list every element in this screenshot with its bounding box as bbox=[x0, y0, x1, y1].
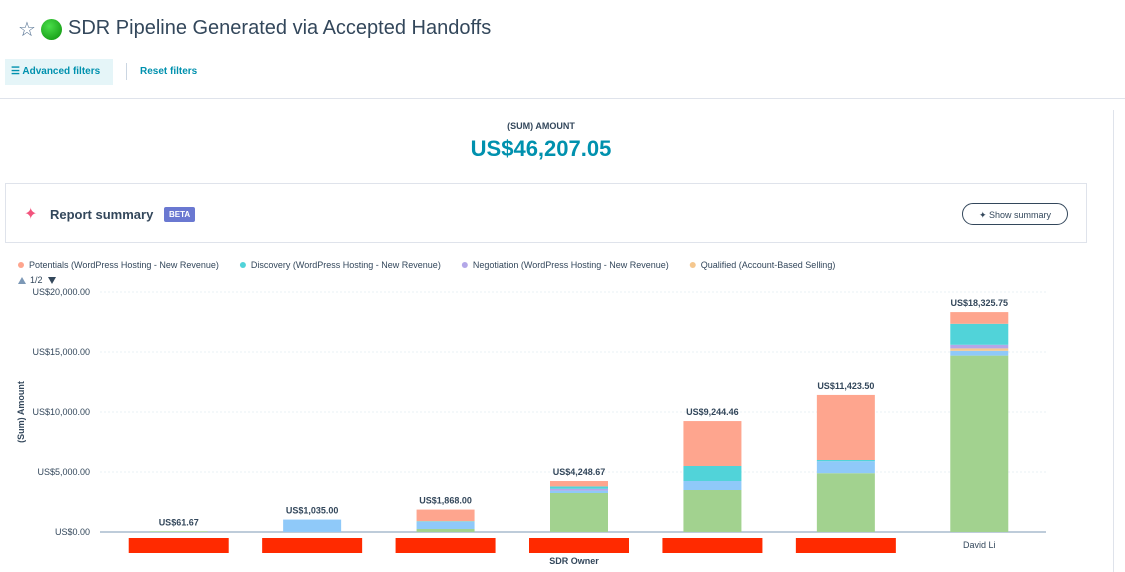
report-title: SDR Pipeline Generated via Accepted Hand… bbox=[68, 17, 492, 39]
legend-label: Qualified (Account-Based Selling) bbox=[701, 260, 836, 270]
total-label: US$9,244.46 bbox=[686, 407, 739, 417]
kpi-label: (SUM) AMOUNT bbox=[507, 121, 575, 131]
redaction bbox=[795, 538, 896, 553]
sparkle-icon: ✦ bbox=[24, 206, 38, 223]
redaction bbox=[262, 538, 363, 553]
bar-segment bbox=[416, 521, 475, 522]
total-label: US$11,423.50 bbox=[817, 381, 874, 391]
favorite-star[interactable]: ☆ bbox=[18, 19, 36, 41]
bar-segment bbox=[683, 490, 742, 532]
bar-segment bbox=[816, 461, 875, 474]
bar-segment bbox=[683, 466, 742, 481]
bar-segment bbox=[816, 394, 875, 460]
redaction bbox=[662, 538, 763, 553]
x-tick-label: David Li bbox=[963, 540, 996, 550]
show-summary-label: Show summary bbox=[989, 210, 1052, 220]
legend-page: 1/2 bbox=[30, 275, 43, 285]
legend-label: Potentials (WordPress Hosting - New Reve… bbox=[29, 260, 219, 270]
summary-title: Report summary bbox=[50, 207, 154, 222]
divider bbox=[0, 98, 1125, 99]
scroll-border bbox=[1113, 110, 1114, 572]
bar-segment bbox=[149, 531, 208, 532]
reset-filters-button[interactable]: Reset filters bbox=[140, 66, 198, 77]
bar-segment bbox=[950, 323, 1009, 345]
bar-segment bbox=[416, 521, 475, 529]
show-summary-button[interactable]: ✦ Show summary bbox=[962, 203, 1068, 225]
legend-swatch bbox=[239, 262, 246, 268]
bar-segment bbox=[416, 509, 475, 522]
y-tick-label: US$15,000.00 bbox=[32, 347, 90, 357]
redaction bbox=[529, 538, 629, 553]
bar-segment bbox=[950, 355, 1009, 532]
bar-segment bbox=[816, 473, 875, 532]
bar-segment bbox=[550, 481, 608, 487]
total-label: US$18,325.75 bbox=[951, 298, 1009, 308]
total-label: US$1,868.00 bbox=[419, 496, 472, 506]
bar-segment bbox=[550, 486, 608, 489]
bar-segment bbox=[950, 344, 1009, 349]
kpi-value: US$46,207.05 bbox=[470, 136, 612, 161]
total-label: US$61.67 bbox=[159, 517, 199, 527]
y-tick-label: US$5,000.00 bbox=[37, 467, 90, 477]
x-axis-label: SDR Owner bbox=[549, 556, 599, 566]
legend-label: Negotiation (WordPress Hosting - New Rev… bbox=[473, 260, 669, 270]
chart: Potentials (WordPress Hosting - New Reve… bbox=[16, 260, 1046, 566]
bar-segment bbox=[950, 348, 1009, 351]
bar-segment bbox=[816, 460, 875, 462]
legend-prev bbox=[18, 277, 26, 284]
bar-segment bbox=[683, 421, 742, 466]
bar-segment bbox=[950, 350, 1009, 356]
status-icon bbox=[41, 19, 62, 40]
legend-label: Discovery (WordPress Hosting - New Reven… bbox=[251, 260, 441, 270]
legend-swatch bbox=[461, 262, 468, 268]
redaction bbox=[395, 538, 496, 553]
legend-swatch bbox=[689, 262, 696, 268]
advanced-filters-label: Advanced filters bbox=[22, 66, 101, 77]
bar-segment bbox=[283, 519, 342, 532]
y-tick-label: US$10,000.00 bbox=[32, 407, 90, 417]
bar-segment bbox=[416, 529, 475, 532]
total-label: US$1,035.00 bbox=[286, 506, 339, 516]
total-label: US$4,248.67 bbox=[553, 467, 606, 477]
advanced-filters-button[interactable]: ☰ Advanced filters bbox=[5, 59, 113, 85]
bar-segment bbox=[550, 490, 608, 493]
beta-badge: BETA bbox=[164, 207, 196, 222]
bar-segment bbox=[550, 493, 608, 532]
y-axis-label: (Sum) Amount bbox=[16, 381, 26, 443]
bar-segment bbox=[683, 481, 742, 490]
legend-next bbox=[48, 277, 56, 284]
y-tick-label: US$0.00 bbox=[55, 527, 90, 537]
redaction bbox=[128, 538, 229, 553]
summary-panel bbox=[5, 183, 1087, 243]
bar-segment bbox=[950, 312, 1009, 324]
y-tick-label: US$20,000.00 bbox=[32, 287, 90, 297]
legend-swatch bbox=[18, 262, 24, 268]
separator bbox=[126, 63, 127, 80]
bar-segment bbox=[550, 488, 608, 491]
